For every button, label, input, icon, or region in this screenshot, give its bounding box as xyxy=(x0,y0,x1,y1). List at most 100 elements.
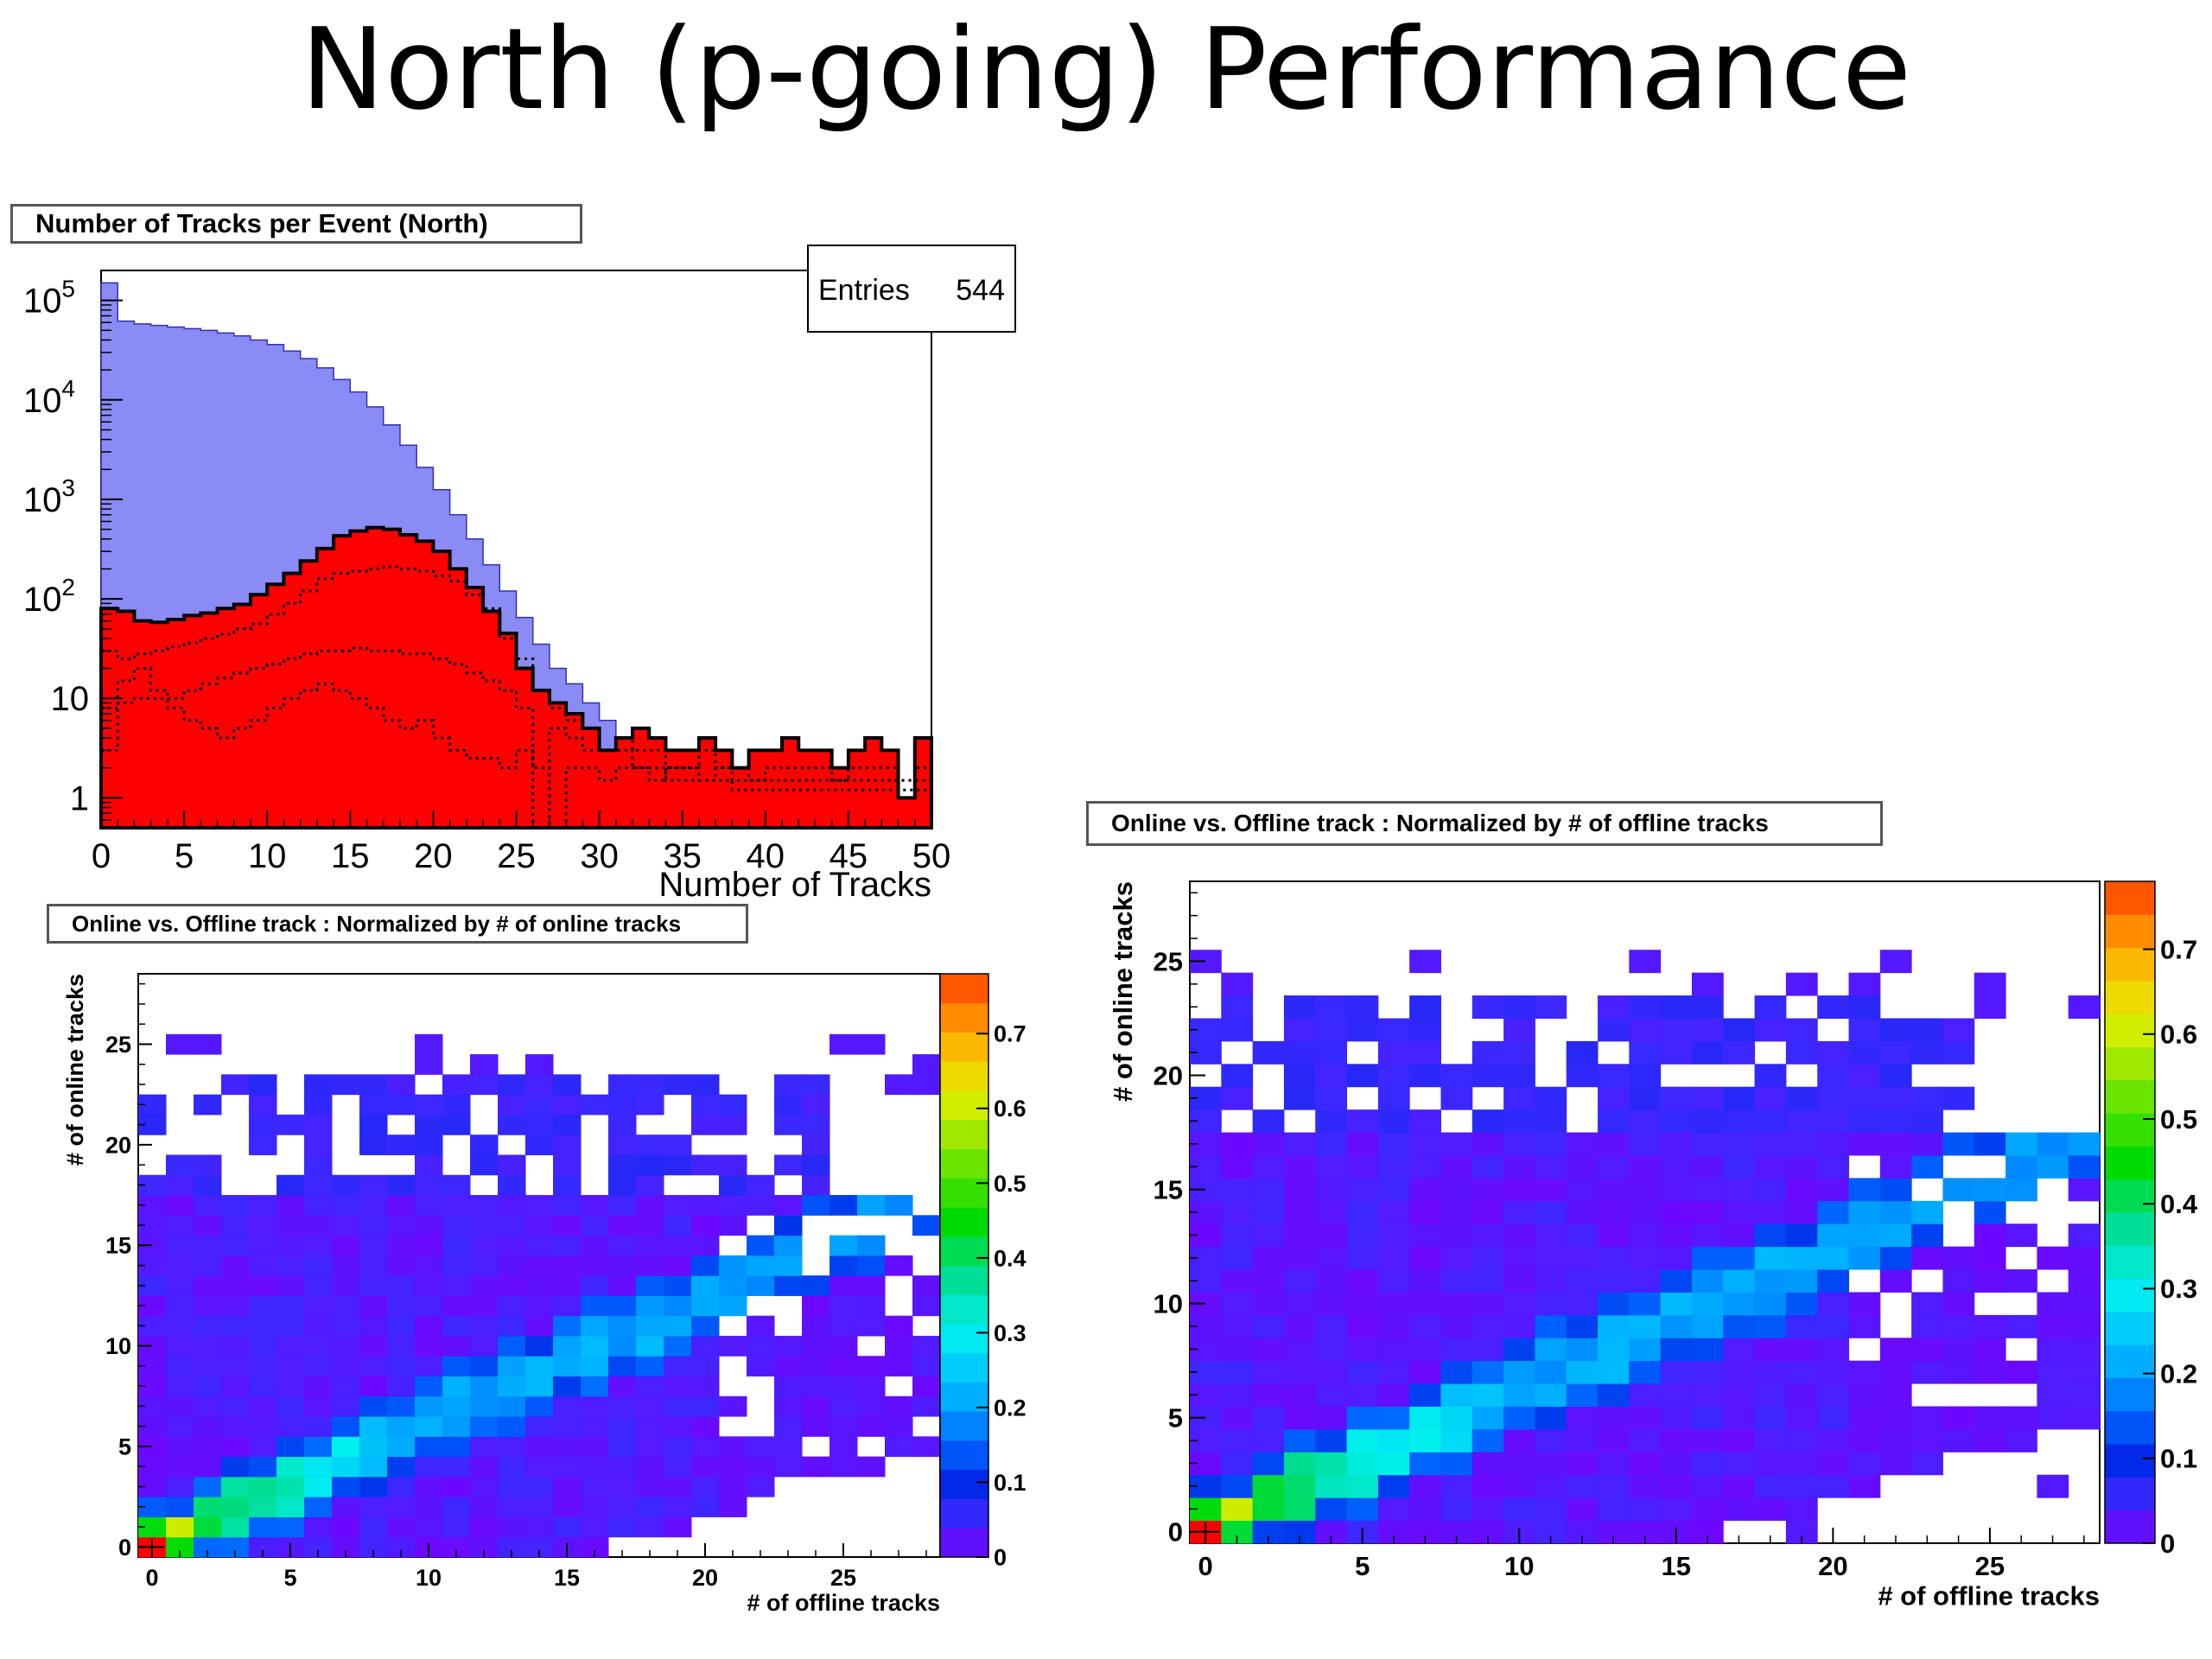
heatmap-cell xyxy=(442,1356,471,1377)
heatmap-cell xyxy=(581,1436,609,1458)
heatmap-cell xyxy=(1221,1497,1254,1522)
heatmap-cell xyxy=(1409,1428,1441,1452)
heatmap-cell xyxy=(1754,1314,1787,1338)
heatmap-cell xyxy=(1409,1383,1441,1408)
y-tick-label: 10 xyxy=(51,680,90,718)
heatmap-cell xyxy=(553,1174,582,1196)
heatmap-cell xyxy=(1974,1406,2006,1430)
heatmap-cell xyxy=(2005,1428,2037,1452)
heatmap-cell xyxy=(166,1356,194,1377)
x-tick-label: 30 xyxy=(580,837,619,875)
heatmap-cell xyxy=(304,1215,333,1236)
heatmap-cell xyxy=(608,1295,637,1317)
heatmap-cell xyxy=(885,1436,913,1458)
heatmap-cell xyxy=(1377,1040,1410,1065)
heatmap-cell xyxy=(1817,995,1850,1019)
heatmap-cell xyxy=(581,1275,609,1296)
heatmap-cell xyxy=(276,1275,305,1296)
heatmap-cell xyxy=(857,1275,886,1296)
heatmap-cell xyxy=(1346,1474,1379,1498)
heatmap-cell xyxy=(1283,1338,1316,1362)
heatmap-cell xyxy=(1817,1428,1850,1452)
heatmap-cell xyxy=(415,1215,443,1236)
heatmap-cell xyxy=(1440,1154,1473,1179)
heatmap-cell xyxy=(221,1436,250,1458)
heatmap-cell xyxy=(719,1094,747,1116)
heatmap-cell xyxy=(194,1174,222,1196)
heatmap-cell xyxy=(1409,1474,1441,1498)
heatmap-cell xyxy=(166,1195,194,1216)
heatmap-cell xyxy=(1346,1497,1379,1522)
heatmap-cell xyxy=(1252,1178,1285,1202)
heatmap-cell xyxy=(1377,1018,1410,1042)
stats-box xyxy=(807,245,1016,333)
heatmap-cell xyxy=(442,1395,471,1417)
heatmap-cell xyxy=(525,1295,554,1317)
heatmap-cell xyxy=(1283,1452,1316,1476)
heatmap-cell xyxy=(857,1376,886,1397)
y-tick-label: 103 xyxy=(23,474,75,519)
heatmap-cell xyxy=(1879,1154,1912,1179)
heatmap-cell xyxy=(1974,972,2006,996)
heatmap-cell xyxy=(470,1315,499,1337)
heatmap-cell xyxy=(1723,1360,1756,1384)
heatmap-cell xyxy=(1911,1018,1943,1042)
heatmap-cell xyxy=(553,1356,582,1377)
heatmap-cell xyxy=(1440,1428,1473,1452)
heatmap-cell xyxy=(470,1476,499,1497)
heatmap-cell xyxy=(802,1174,830,1196)
heatmap-cell xyxy=(304,1376,333,1397)
heatmap-cell xyxy=(1471,1452,1504,1476)
heatmap-cell xyxy=(1660,1132,1693,1156)
heatmap-cell xyxy=(636,1376,664,1397)
heatmap-cell xyxy=(1440,1474,1473,1498)
heatmap-cell xyxy=(1409,1452,1441,1476)
heatmap-cell xyxy=(1879,1360,1912,1384)
heatmap-cell xyxy=(249,1436,277,1458)
heatmap-cell xyxy=(830,1195,858,1216)
heatmap-cell xyxy=(498,1476,526,1497)
heatmap-cell xyxy=(249,1516,277,1538)
heatmap-cell xyxy=(221,1215,250,1236)
heatmap-cell xyxy=(1785,1224,1818,1248)
heatmap-cell xyxy=(553,1195,582,1216)
heatmap-cell xyxy=(691,1395,720,1417)
heatmap-cell xyxy=(608,1416,637,1437)
heatmap-cell xyxy=(830,1295,858,1317)
heatmap-cell xyxy=(1503,1406,1535,1430)
heatmap-cell xyxy=(1409,950,1441,974)
heatmap-cell xyxy=(1315,1360,1348,1384)
heatmap-cell xyxy=(1817,1040,1850,1065)
heatmap-cell xyxy=(1409,1246,1441,1270)
heatmap-cell xyxy=(636,1174,664,1196)
heatmap-cell xyxy=(1974,1314,2006,1338)
heatmap-cell xyxy=(747,1456,775,1478)
heatmap-cell xyxy=(332,1476,360,1497)
heatmap-cell xyxy=(830,1335,858,1357)
heatmap-cell xyxy=(664,1275,692,1296)
heatmap-cell xyxy=(498,1295,526,1317)
heatmap-cell xyxy=(498,1516,526,1538)
heatmap-cell xyxy=(249,1476,277,1497)
heatmap-cell xyxy=(747,1174,775,1196)
heatmap-cell xyxy=(774,1395,803,1417)
x-axis-label: # of offline tracks xyxy=(1878,1580,2100,1611)
heatmap-cell xyxy=(636,1255,664,1276)
heatmap-cell xyxy=(553,1416,582,1437)
palette-band xyxy=(940,1324,988,1354)
x-tick-label: 20 xyxy=(692,1565,718,1591)
heatmap-cell xyxy=(857,1195,886,1216)
heatmap-cell xyxy=(1848,1246,1881,1270)
heatmap-cell xyxy=(1315,1452,1348,1476)
heatmap-cell xyxy=(304,1416,333,1437)
heatmap-cell xyxy=(1503,1314,1535,1338)
heatmap-cell xyxy=(1252,1269,1285,1293)
heatmap-cell xyxy=(1723,1086,1756,1110)
heatmap-cell xyxy=(1848,1064,1881,1088)
heatmap-cell xyxy=(525,1516,554,1538)
y-tick-label: 104 xyxy=(23,375,75,420)
heatmap-cell xyxy=(1315,1338,1348,1362)
heatmap-cell xyxy=(885,1395,913,1417)
